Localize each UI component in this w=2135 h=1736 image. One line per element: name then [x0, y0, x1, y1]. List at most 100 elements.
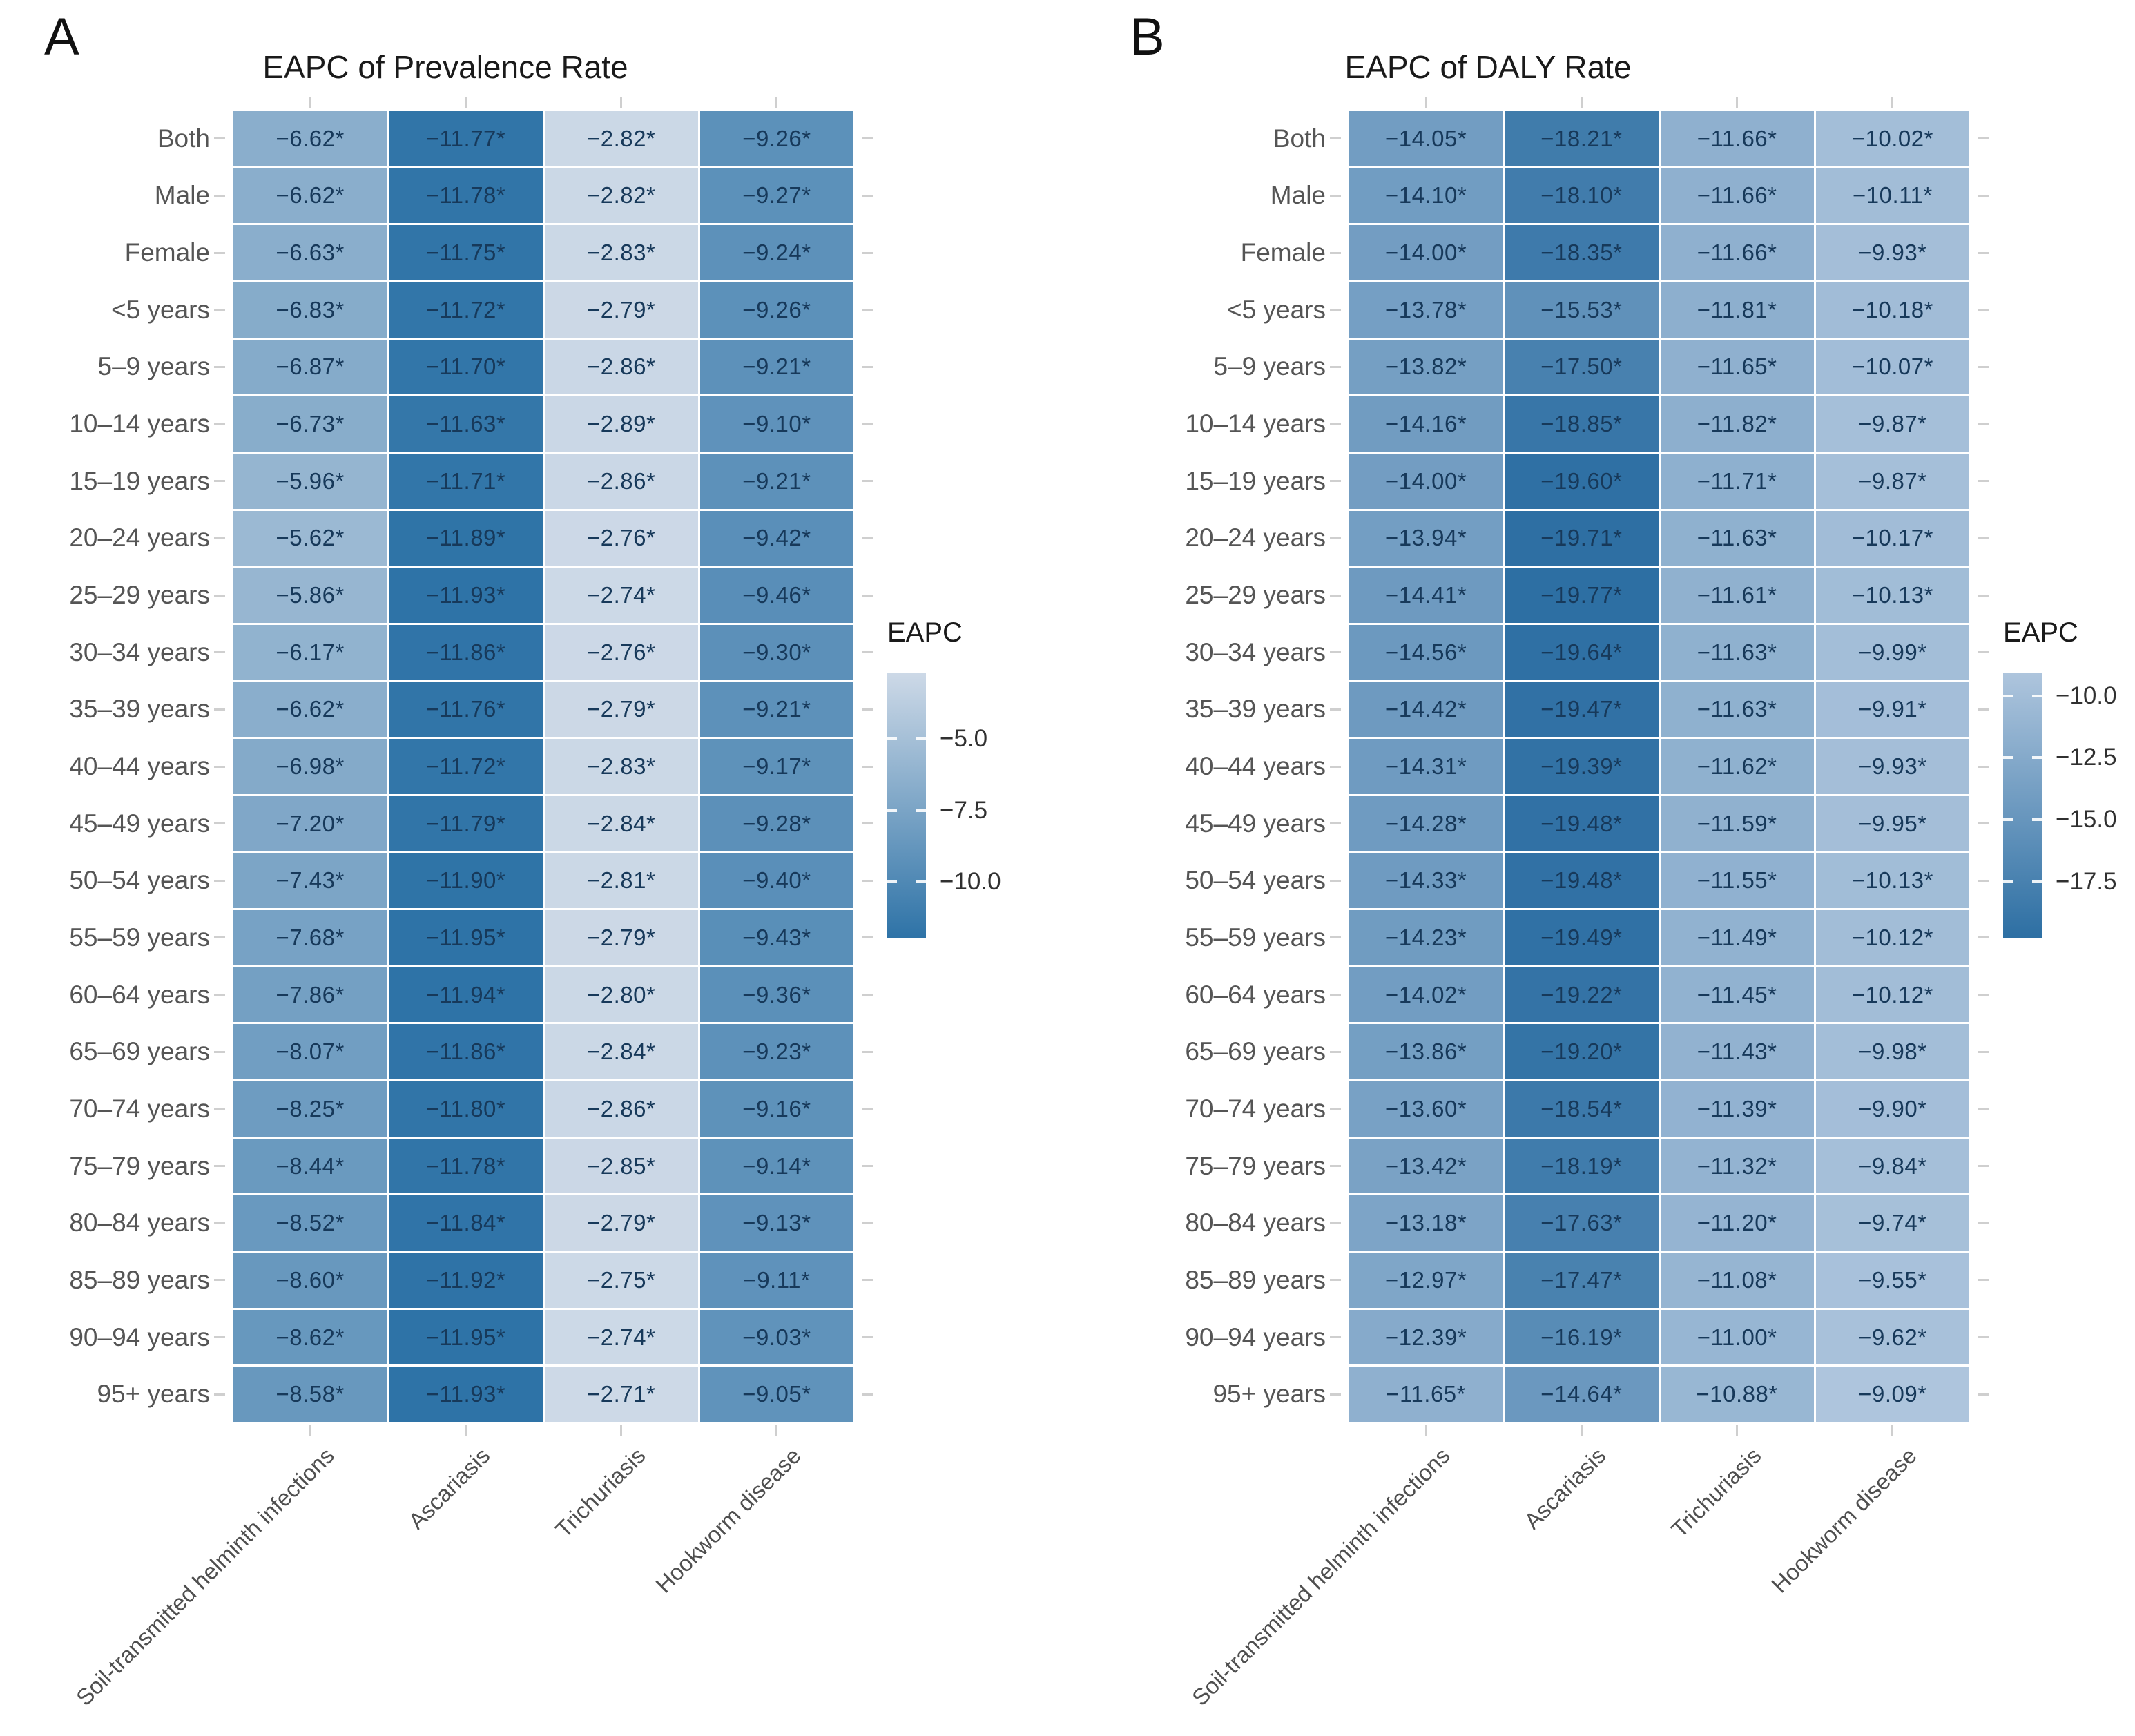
panel-b-letter: B — [1130, 8, 1166, 66]
heatmap-cell: −11.45* — [1660, 967, 1814, 1023]
heatmap-cell: −8.58* — [233, 1367, 387, 1422]
row-label: Both — [1273, 124, 1326, 153]
legend-tick-label: −12.5 — [2056, 744, 2117, 771]
heatmap-cell: −13.82* — [1349, 339, 1503, 395]
y-axis-tick-left — [1330, 137, 1341, 140]
heatmap-cell: −9.95* — [1815, 795, 1969, 851]
heatmap-cell: −6.62* — [233, 111, 387, 166]
heatmap-cell: −7.68* — [233, 910, 387, 965]
row-label: 15–19 years — [1185, 466, 1326, 495]
y-axis-tick-right — [862, 309, 873, 311]
x-axis-tick-top — [1580, 97, 1583, 108]
y-axis-tick-right — [862, 1050, 873, 1053]
y-axis-tick-right — [1978, 137, 1989, 140]
column-label: Trichuriasis — [1666, 1443, 1766, 1543]
heatmap-cell: −19.47* — [1505, 682, 1659, 737]
heatmap-cell: −8.52* — [233, 1195, 387, 1251]
y-axis-tick-right — [862, 423, 873, 425]
y-axis-tick-left — [214, 651, 225, 654]
heatmap-cell: −13.60* — [1349, 1081, 1503, 1137]
heatmap-cell: −2.80* — [544, 967, 698, 1023]
legend-tick-label: −17.5 — [2056, 867, 2117, 895]
y-axis-tick-left — [214, 194, 225, 197]
heatmap-cell: −11.80* — [389, 1081, 543, 1137]
y-axis-tick-left — [214, 879, 225, 882]
heatmap-cell: −11.65* — [1349, 1367, 1503, 1422]
heatmap-cell: −9.21* — [699, 339, 853, 395]
legend-tick-mark — [916, 880, 926, 884]
heatmap-cell: −12.97* — [1349, 1253, 1503, 1308]
y-axis-tick-left — [214, 936, 225, 939]
heatmap-cell: −15.53* — [1505, 282, 1659, 338]
heatmap-cell: −14.00* — [1349, 225, 1503, 280]
y-axis-tick-left — [1330, 1108, 1341, 1110]
y-axis-tick-right — [1978, 480, 1989, 483]
y-axis-tick-right — [862, 1279, 873, 1282]
heatmap-cell: −17.47* — [1505, 1253, 1659, 1308]
heatmap-cell: −11.84* — [389, 1195, 543, 1251]
y-axis-tick-left — [1330, 1165, 1341, 1168]
y-axis-tick-left — [214, 1393, 225, 1396]
x-axis-tick-bottom — [1736, 1425, 1739, 1436]
heatmap-cell: −13.86* — [1349, 1024, 1503, 1080]
y-axis-tick-left — [214, 1108, 225, 1110]
heatmap-cell: −11.86* — [389, 624, 543, 680]
row-label: 10–14 years — [1185, 409, 1326, 438]
x-axis-tick-bottom — [309, 1425, 311, 1436]
legend-tick-mark — [2032, 880, 2042, 883]
y-axis-tick-right — [1978, 1050, 1989, 1053]
heatmap-cell: −9.05* — [699, 1367, 853, 1422]
y-axis-tick-left — [1330, 194, 1341, 197]
y-axis-tick-left — [1330, 1050, 1341, 1053]
row-label: 25–29 years — [1185, 581, 1326, 610]
y-axis-tick-right — [1978, 708, 1989, 711]
heatmap-cell: −11.49* — [1660, 910, 1814, 965]
heatmap-cell: −9.91* — [1815, 682, 1969, 737]
heatmap-cell: −9.09* — [1815, 1367, 1969, 1422]
row-label: Male — [154, 181, 210, 210]
legend-tick-mark — [2032, 756, 2042, 760]
y-axis-tick-right — [862, 251, 873, 254]
y-axis-tick-right — [1978, 537, 1989, 539]
heatmap-cell: −14.02* — [1349, 967, 1503, 1023]
heatmap-cell: −18.35* — [1505, 225, 1659, 280]
heatmap-cell: −14.28* — [1349, 795, 1503, 851]
heatmap-cell: −9.14* — [699, 1138, 853, 1194]
y-axis-tick-left — [214, 1336, 225, 1339]
legend-tick-mark — [916, 809, 926, 812]
heatmap-cell: −2.71* — [544, 1367, 698, 1422]
y-axis-tick-right — [862, 651, 873, 654]
y-axis-tick-right — [862, 194, 873, 197]
y-axis-tick-right — [1978, 365, 1989, 368]
legend-tick-label: −10.0 — [940, 868, 1001, 896]
x-axis-tick-top — [464, 97, 467, 108]
heatmap-cell: −13.94* — [1349, 510, 1503, 566]
row-label: 40–44 years — [1185, 752, 1326, 780]
heatmap-cell: −9.98* — [1815, 1024, 1969, 1080]
panel-a-legend-title: EAPC — [887, 617, 963, 648]
y-axis-tick-left — [214, 594, 225, 597]
heatmap-cell: −9.55* — [1815, 1253, 1969, 1308]
heatmap-cell: −10.88* — [1660, 1367, 1814, 1422]
heatmap-cell: −18.19* — [1505, 1138, 1659, 1194]
heatmap-cell: −8.62* — [233, 1309, 387, 1365]
y-axis-tick-left — [1330, 822, 1341, 825]
y-axis-tick-left — [1330, 708, 1341, 711]
row-label: 45–49 years — [1185, 809, 1326, 838]
heatmap-cell: −11.92* — [389, 1253, 543, 1308]
y-axis-tick-right — [862, 1222, 873, 1224]
y-axis-tick-left — [1330, 594, 1341, 597]
heatmap-cell: −17.63* — [1505, 1195, 1659, 1251]
row-label: 95+ years — [97, 1380, 210, 1409]
panel-a-title: EAPC of Prevalence Rate — [262, 49, 628, 85]
heatmap-cell: −17.50* — [1505, 339, 1659, 395]
heatmap-cell: −11.66* — [1660, 168, 1814, 224]
legend-tick-mark — [916, 737, 926, 740]
legend-tick-mark — [887, 880, 897, 884]
y-axis-tick-right — [1978, 251, 1989, 254]
y-axis-tick-left — [1330, 365, 1341, 368]
heatmap-cell: −14.23* — [1349, 910, 1503, 965]
column-label: Hookworm disease — [1766, 1443, 1922, 1598]
row-label: 90–94 years — [1185, 1322, 1326, 1351]
heatmap-cell: −2.83* — [544, 225, 698, 280]
